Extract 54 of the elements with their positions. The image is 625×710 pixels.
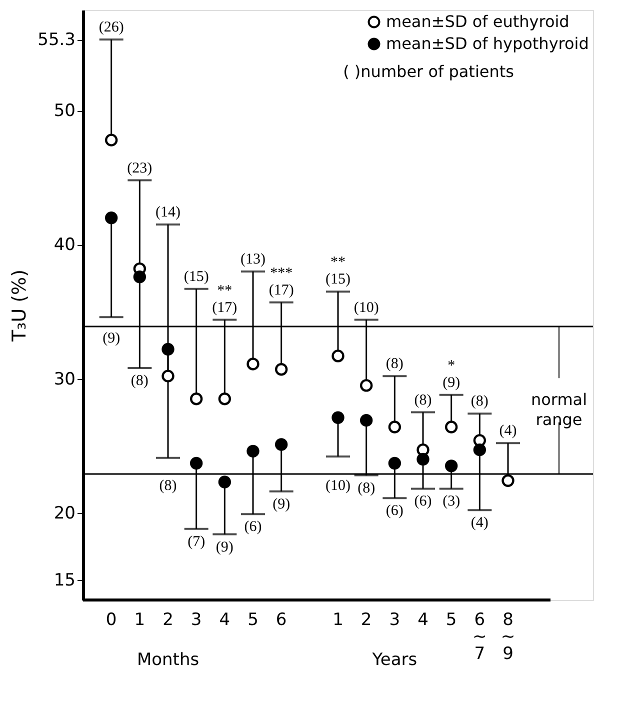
x-tick-label: 4 xyxy=(219,610,230,630)
annotation: (9) xyxy=(216,539,234,556)
annotation: (9) xyxy=(272,496,290,512)
annotation: (4) xyxy=(499,423,517,440)
annotation: (4) xyxy=(470,515,488,532)
annotation: (8) xyxy=(470,394,488,410)
annotation: (14) xyxy=(156,204,180,221)
annotation: normal range xyxy=(530,390,588,430)
annotation: (15) xyxy=(184,268,209,285)
annotation: (8) xyxy=(130,373,148,390)
x-tick-label: 2 xyxy=(162,610,174,630)
annotation: ** (15) xyxy=(326,254,350,288)
x-tick-label: 5 xyxy=(446,610,457,630)
legend-label: mean±SD of euthyroid xyxy=(386,12,570,31)
annotation: (6) xyxy=(386,503,404,520)
x-tick-label: 1 xyxy=(134,610,146,630)
y-tick-label: 15 xyxy=(54,570,76,590)
text: Months xyxy=(136,650,200,670)
annotation: (8) xyxy=(159,478,177,494)
annotation: * (9) xyxy=(442,358,460,391)
x-tick-label: 0 xyxy=(106,610,117,630)
y-tick-label: 40 xyxy=(54,235,76,256)
annotation: (6) xyxy=(244,519,262,536)
annotation: *** (17) xyxy=(268,265,294,298)
y-tick-label: 30 xyxy=(54,369,76,390)
y-tick-label: 50 xyxy=(54,101,76,122)
annotation: (6) xyxy=(414,494,432,510)
y-tick-label: 55.3 xyxy=(38,30,76,50)
annotation: (8) xyxy=(358,480,376,496)
annotation: (26) xyxy=(98,20,124,36)
text: Years xyxy=(371,650,418,670)
legend-label: mean±SD of hypothyroid xyxy=(386,34,589,53)
y-axis-title: T₃U (%) xyxy=(8,269,31,343)
annotation: (8) xyxy=(386,356,404,372)
annotation: ( )number of patients xyxy=(343,62,514,81)
annotation: (7) xyxy=(188,534,206,550)
x-tick-label: 4 xyxy=(418,610,428,630)
annotation: (3) xyxy=(442,494,460,510)
x-tick-label: 6 xyxy=(276,610,287,630)
x-tick-label: 8 ~ 9 xyxy=(500,610,516,664)
annotation: (10) xyxy=(354,300,379,316)
x-tick-label: 3 xyxy=(190,610,202,630)
x-tick-label: 6 ~ 7 xyxy=(472,610,487,664)
x-tick-label: 5 xyxy=(248,610,258,630)
annotation: (23) xyxy=(127,160,152,176)
annotation: (8) xyxy=(414,392,432,408)
x-tick-label: 1 xyxy=(332,610,344,630)
x-tick-label: 3 xyxy=(389,610,400,630)
y-tick-label: 20 xyxy=(54,503,76,524)
annotation: ** (17) xyxy=(212,282,238,316)
annotation: (9) xyxy=(102,330,120,346)
annotation: (10) xyxy=(326,478,350,494)
x-tick-label: 2 xyxy=(360,610,372,630)
annotation: (13) xyxy=(240,251,266,268)
